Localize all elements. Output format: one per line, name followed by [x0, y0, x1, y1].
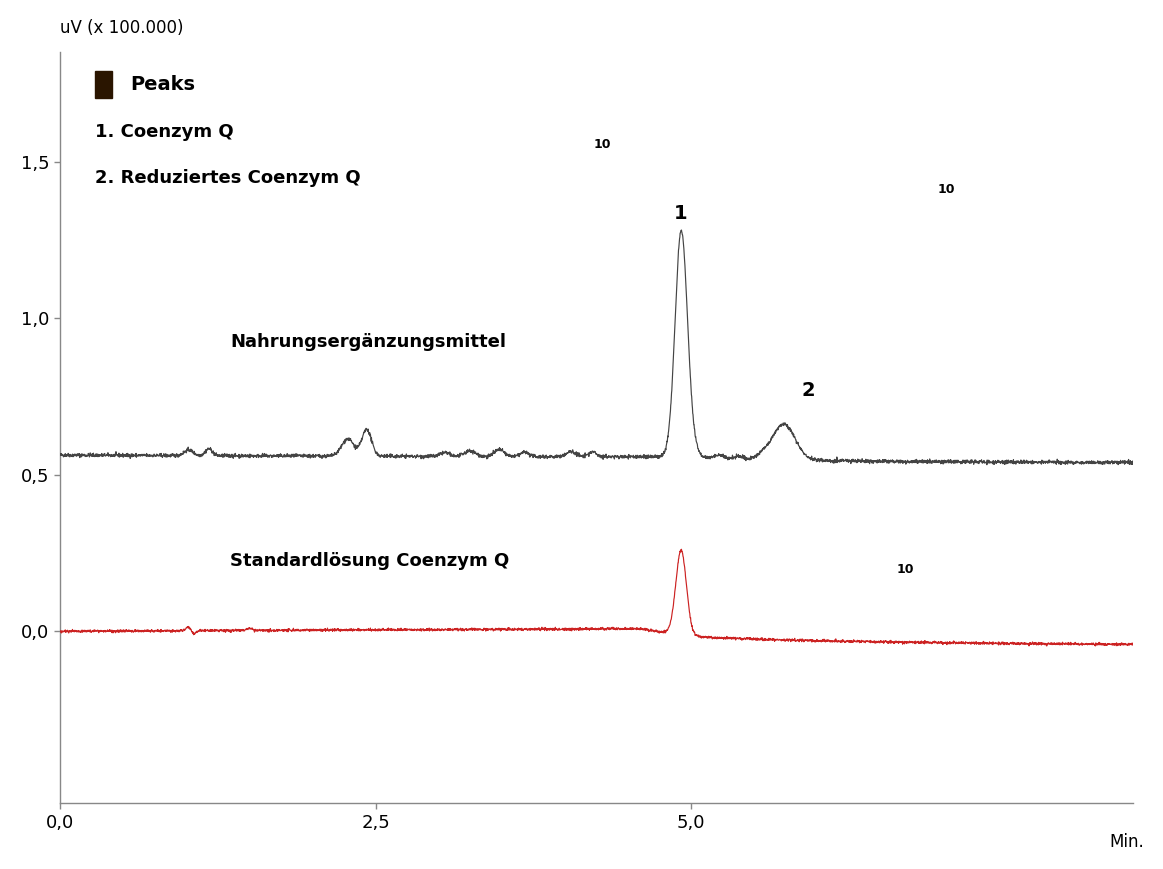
FancyBboxPatch shape: [95, 71, 112, 97]
Text: 10: 10: [897, 563, 914, 576]
Text: Peaks: Peaks: [130, 75, 195, 94]
Text: Min.: Min.: [1110, 833, 1144, 852]
Text: Nahrungsergänzungsmittel: Nahrungsergänzungsmittel: [230, 333, 506, 351]
Text: 2. Reduziertes Coenzym Q: 2. Reduziertes Coenzym Q: [95, 169, 361, 187]
Text: 1: 1: [675, 204, 688, 222]
Text: Standardlösung Coenzym Q: Standardlösung Coenzym Q: [230, 552, 509, 570]
Text: uV (x 100.000): uV (x 100.000): [59, 19, 184, 37]
Text: 1. Coenzym Q: 1. Coenzym Q: [95, 123, 234, 142]
Text: 10: 10: [937, 183, 955, 196]
Text: 2: 2: [801, 381, 815, 400]
Text: 10: 10: [594, 138, 612, 151]
